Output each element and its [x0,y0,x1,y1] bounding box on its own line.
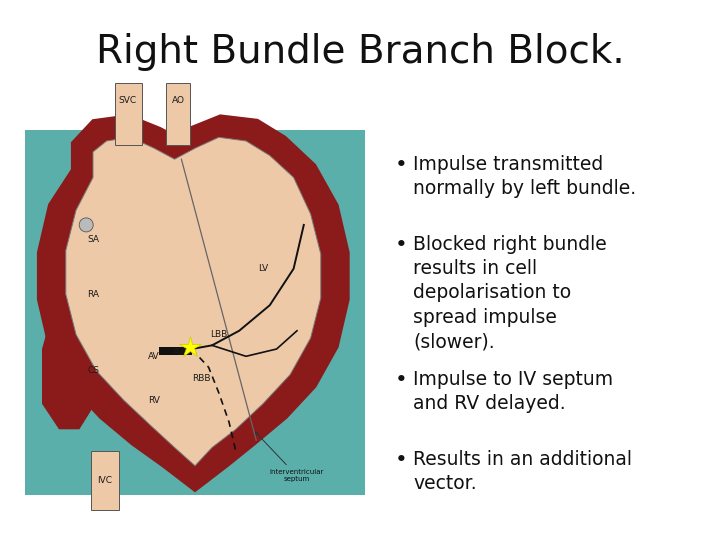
Circle shape [79,218,93,232]
Text: SA: SA [87,235,99,244]
Text: LBB: LBB [210,330,228,339]
Text: interventricular
septum: interventricular septum [256,432,324,482]
Text: •: • [395,450,408,470]
Text: LV: LV [258,264,268,273]
Text: AO: AO [171,96,184,105]
Bar [159,347,192,355]
Polygon shape [66,137,321,466]
Text: IVC: IVC [97,476,112,485]
Text: AVB: AVB [173,348,190,357]
Text: AV: AV [148,352,160,361]
Text: •: • [395,235,408,255]
Text: Right Bundle Branch Block.: Right Bundle Branch Block. [96,33,624,71]
Text: SVC: SVC [118,96,136,105]
Text: RV: RV [148,396,160,404]
Text: RBB: RBB [192,374,211,383]
Polygon shape [166,83,190,145]
Polygon shape [42,313,93,429]
Text: •: • [395,370,408,390]
Text: Results in an additional
vector.: Results in an additional vector. [413,450,632,493]
Bar [25,130,365,495]
Text: Impulse transmitted
normally by left bundle.: Impulse transmitted normally by left bun… [413,155,636,198]
Polygon shape [91,451,119,510]
Text: CS: CS [87,367,99,375]
Text: RA: RA [87,290,99,299]
Polygon shape [115,83,143,145]
Text: Impulse to IV septum
and RV delayed.: Impulse to IV septum and RV delayed. [413,370,613,413]
Text: •: • [395,155,408,175]
Text: Blocked right bundle
results in cell
depolarisation to
spread impulse
(slower).: Blocked right bundle results in cell dep… [413,235,607,351]
